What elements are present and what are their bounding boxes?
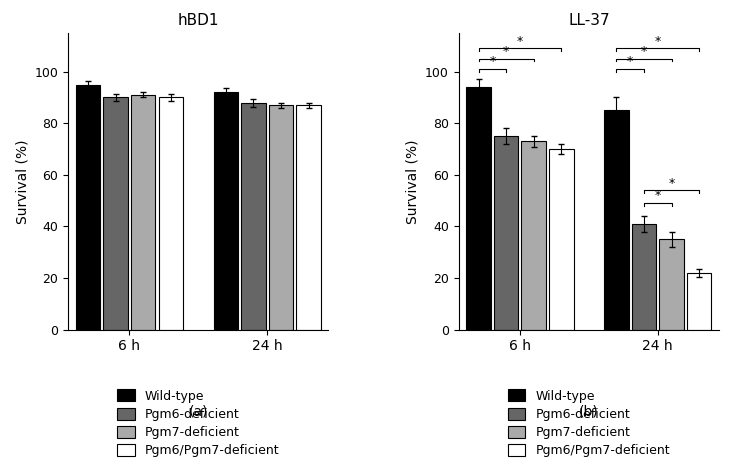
Text: *: * bbox=[503, 45, 509, 58]
Text: *: * bbox=[655, 189, 661, 203]
Bar bbox=[159, 97, 183, 330]
Text: (a): (a) bbox=[189, 405, 208, 419]
Text: *: * bbox=[627, 55, 633, 68]
Bar bbox=[549, 149, 573, 330]
Bar bbox=[687, 273, 711, 330]
Y-axis label: Survival (%): Survival (%) bbox=[15, 139, 29, 224]
Text: *: * bbox=[669, 177, 675, 190]
Bar bbox=[241, 103, 266, 330]
Y-axis label: Survival (%): Survival (%) bbox=[405, 139, 420, 224]
Text: *: * bbox=[490, 55, 495, 68]
Title: LL-37: LL-37 bbox=[568, 13, 610, 28]
Bar bbox=[521, 141, 546, 330]
Bar bbox=[76, 85, 101, 330]
Bar bbox=[131, 95, 156, 330]
Text: *: * bbox=[641, 45, 647, 58]
Legend: Wild-type, Pgm6-deficient, Pgm7-deficient, Pgm6/Pgm7-deficient: Wild-type, Pgm6-deficient, Pgm7-deficien… bbox=[117, 390, 280, 457]
Bar bbox=[632, 224, 656, 330]
Bar bbox=[103, 97, 128, 330]
Text: *: * bbox=[655, 35, 661, 48]
Bar bbox=[659, 239, 684, 330]
Bar bbox=[297, 105, 321, 330]
Bar bbox=[466, 87, 491, 330]
Bar bbox=[214, 92, 238, 330]
Bar bbox=[269, 105, 294, 330]
Text: (b): (b) bbox=[579, 405, 599, 419]
Bar bbox=[604, 110, 628, 330]
Text: *: * bbox=[517, 35, 523, 48]
Bar bbox=[494, 136, 518, 330]
Legend: Wild-type, Pgm6-deficient, Pgm7-deficient, Pgm6/Pgm7-deficient: Wild-type, Pgm6-deficient, Pgm7-deficien… bbox=[508, 390, 670, 457]
Title: hBD1: hBD1 bbox=[178, 13, 219, 28]
